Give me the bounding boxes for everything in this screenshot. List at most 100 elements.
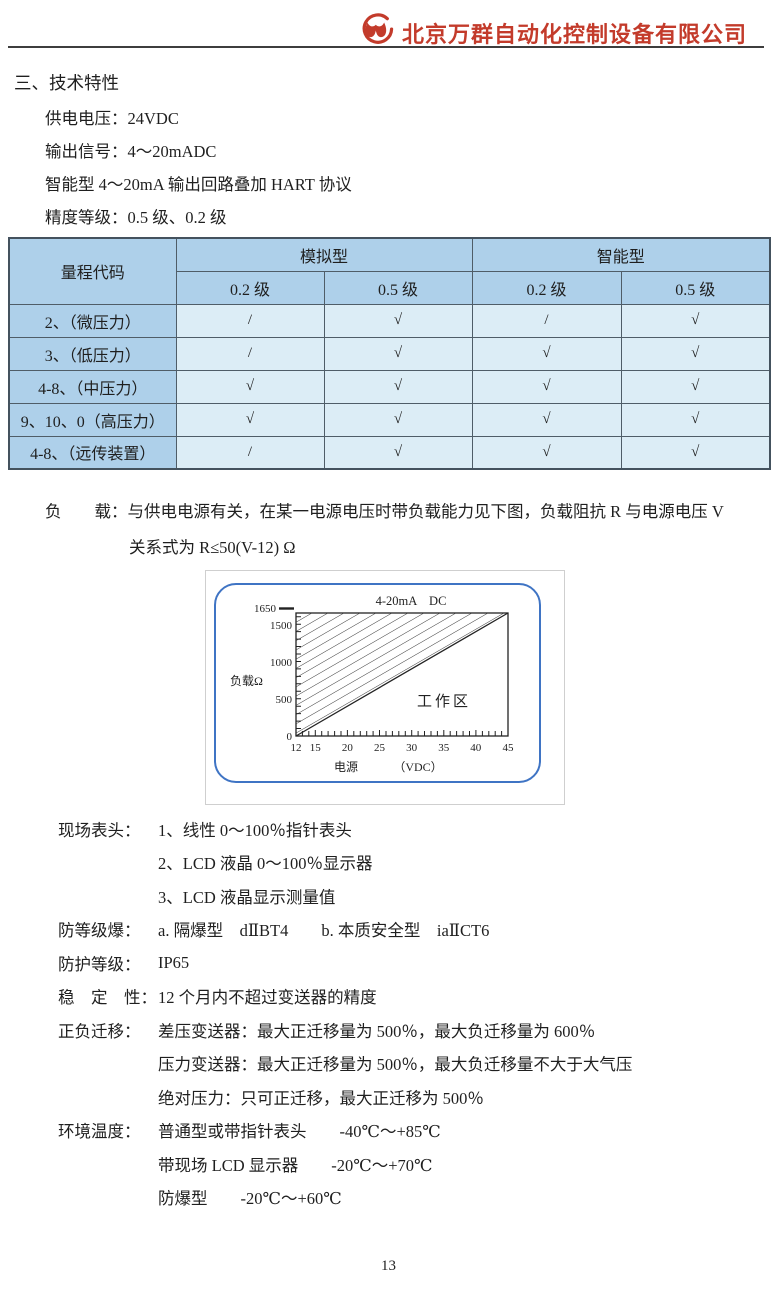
detail-text: 普通型或带指针表头 -40℃～+85℃	[158, 1122, 441, 1142]
detail-text: 2、LCD 液晶 0～100％显示器	[158, 854, 373, 874]
detail-text: a. 隔爆型 dⅡBT4 b. 本质安全型 iaⅡCT6	[158, 921, 490, 941]
wanqun-logo-icon	[357, 13, 395, 52]
detail-line: 防爆型 -20℃～+60℃	[58, 1181, 758, 1215]
load-chart-panel: 4-20mA DC 1650 1500 1000 500 0 12 15 20 …	[214, 583, 541, 783]
detail-line: 稳 定 性： 12 个月内不超过变送器的精度	[58, 980, 758, 1014]
table-cell: /	[175, 435, 325, 470]
table-row: 9、10、0（高压力） √ √ √ √	[8, 402, 771, 437]
detail-text: IP65	[158, 952, 190, 972]
y-max-label: 1650	[254, 603, 277, 615]
table-cell: √	[175, 369, 325, 404]
detail-line: 2、LCD 液晶 0～100％显示器	[58, 846, 758, 880]
table-group-analog: 模拟型	[175, 237, 473, 272]
y-tick-label: 500	[276, 694, 293, 706]
spec-line-supply-voltage: 供电电压：24VDC	[45, 109, 179, 129]
detail-line: 防护等级： IP65	[58, 946, 758, 980]
spec-list: 供电电压：24VDC 输出信号：4～20mADC 智能型 4～20mA 输出回路…	[45, 101, 352, 232]
table-cell: √	[323, 369, 473, 404]
detail-line: 绝对压力：只可正迁移，最大正迁移为 500％	[58, 1080, 758, 1114]
load-note: 负 载：与供电电源有关，在某一电源电压时带负载能力见下图，负载阻抗 R 与电源电…	[45, 494, 745, 566]
detail-label: 现场表头：	[58, 820, 141, 840]
detail-label: 防护等级：	[58, 954, 141, 974]
detail-spec-list: 现场表头： 1、线性 0～100％指针表头 2、LCD 液晶 0～100％显示器 …	[58, 812, 758, 1214]
detail-line: 防等级爆： a. 隔爆型 dⅡBT4 b. 本质安全型 iaⅡCT6	[58, 913, 758, 947]
y-tick-label: 0	[287, 731, 293, 743]
page-header: 北京万群自动化控制设备有限公司	[357, 13, 747, 52]
detail-label: 环境温度：	[58, 1122, 141, 1142]
table-group-smart: 智能型	[471, 237, 771, 272]
table-cell: /	[471, 303, 622, 338]
detail-text: 3、LCD 液晶显示测量值	[158, 887, 336, 907]
x-minor-ticks	[301, 730, 503, 736]
table-cell: √	[620, 402, 771, 437]
table-cell: √	[471, 402, 622, 437]
table-cell: √	[471, 369, 622, 404]
page-number: 13	[381, 1258, 396, 1274]
detail-text: 1、线性 0～100％指针表头	[158, 820, 352, 840]
y-axis-label: 负载Ω	[230, 674, 263, 688]
table-row: 4-8、（中压力） √ √ √ √	[8, 369, 771, 404]
detail-line: 现场表头： 1、线性 0～100％指针表头	[58, 812, 758, 846]
detail-line: 3、LCD 液晶显示测量值	[58, 879, 758, 913]
row-label: 3、（低压力）	[8, 336, 177, 371]
table-row: 3、（低压力） / √ √ √	[8, 336, 771, 371]
table-subheader: 0.2 级	[175, 270, 325, 305]
table-cell: √	[323, 303, 473, 338]
table-subheader: 0.2 级	[471, 270, 622, 305]
header-divider	[8, 46, 764, 48]
load-note-line2: 关系式为 R≤50(V-12) Ω	[129, 538, 296, 557]
table-cell: √	[620, 435, 771, 470]
row-label: 2、（微压力）	[8, 303, 177, 338]
x-tick-label: 12	[291, 742, 302, 754]
detail-text: 12 个月内不超过变送器的精度	[158, 988, 377, 1008]
detail-line: 正负迁移： 差压变送器：最大正迁移量为 500％，最大负迁移量为 600％	[58, 1013, 758, 1047]
load-note-text: 与供电电源有关，在某一电源电压时带负载能力见下图，负载阻抗 R 与电源电压 V	[127, 502, 724, 521]
company-name: 北京万群自动化控制设备有限公司	[401, 21, 747, 47]
x-tick-label: 15	[310, 742, 322, 754]
detail-label: 正负迁移：	[58, 1021, 141, 1041]
y-tick-label: 1500	[270, 620, 293, 632]
working-region-label: 工作区	[417, 693, 471, 710]
load-note-line1: 负 载：与供电电源有关，在某一电源电压时带负载能力见下图，负载阻抗 R 与电源电…	[45, 494, 745, 530]
load-note-label: 负 载：	[45, 502, 128, 521]
spec-line-accuracy: 精度等级：0.5 级、0.2 级	[45, 207, 227, 227]
table-subheader: 0.5 级	[323, 270, 473, 305]
table-cell: √	[620, 336, 771, 371]
detail-label: 防等级爆：	[58, 921, 141, 941]
detail-text: 压力变送器：最大正迁移量为 500％，最大负迁移量不大于大气压	[158, 1055, 633, 1075]
x-tick-label: 40	[470, 742, 482, 754]
x-tick-label: 35	[438, 742, 450, 754]
table-cell: √	[323, 336, 473, 371]
table-cell: √	[175, 402, 325, 437]
table-cell: √	[471, 336, 622, 371]
table-cell: /	[175, 303, 325, 338]
spec-line-output-signal: 输出信号：4～20mADC	[45, 142, 217, 162]
x-tick-label: 30	[406, 742, 418, 754]
load-chart: 4-20mA DC 1650 1500 1000 500 0 12 15 20 …	[230, 594, 514, 774]
range-accuracy-table: 量程代码 模拟型 智能型 0.2 级 0.5 级 0.2 级 0.5 级 2、（…	[8, 237, 772, 470]
detail-line: 压力变送器：最大正迁移量为 500％，最大负迁移量不大于大气压	[58, 1047, 758, 1081]
table-cell: √	[620, 303, 771, 338]
table-corner-header: 量程代码	[8, 237, 177, 305]
row-label: 4-8、（中压力）	[8, 369, 177, 404]
chart-title: 4-20mA DC	[376, 594, 447, 608]
table-cell: √	[471, 435, 622, 470]
boundary-line	[295, 612, 509, 737]
table-cell: √	[620, 369, 771, 404]
row-label: 9、10、0（高压力）	[8, 402, 177, 437]
load-chart-figure: 4-20mA DC 1650 1500 1000 500 0 12 15 20 …	[205, 570, 565, 805]
y-tick-label: 1000	[270, 657, 293, 669]
table-cell: /	[175, 336, 325, 371]
section-title: 三、技术特性	[14, 73, 119, 93]
detail-text: 绝对压力：只可正迁移，最大正迁移为 500％	[158, 1088, 484, 1108]
table-subheader: 0.5 级	[620, 270, 771, 305]
detail-label: 稳 定 性：	[58, 988, 157, 1008]
detail-text: 带现场 LCD 显示器 -20℃～+70℃	[158, 1155, 433, 1175]
row-label: 4-8、（远传装置）	[8, 435, 177, 470]
table-row: 2、（微压力） / √ / √	[8, 303, 771, 338]
detail-text: 防爆型 -20℃～+60℃	[158, 1189, 342, 1209]
detail-line: 环境温度： 普通型或带指针表头 -40℃～+85℃	[58, 1114, 758, 1148]
detail-line: 带现场 LCD 显示器 -20℃～+70℃	[58, 1147, 758, 1181]
x-axis-unit: （VDC）	[393, 760, 442, 774]
spec-line-hart: 智能型 4～20mA 输出回路叠加 HART 协议	[45, 174, 352, 194]
